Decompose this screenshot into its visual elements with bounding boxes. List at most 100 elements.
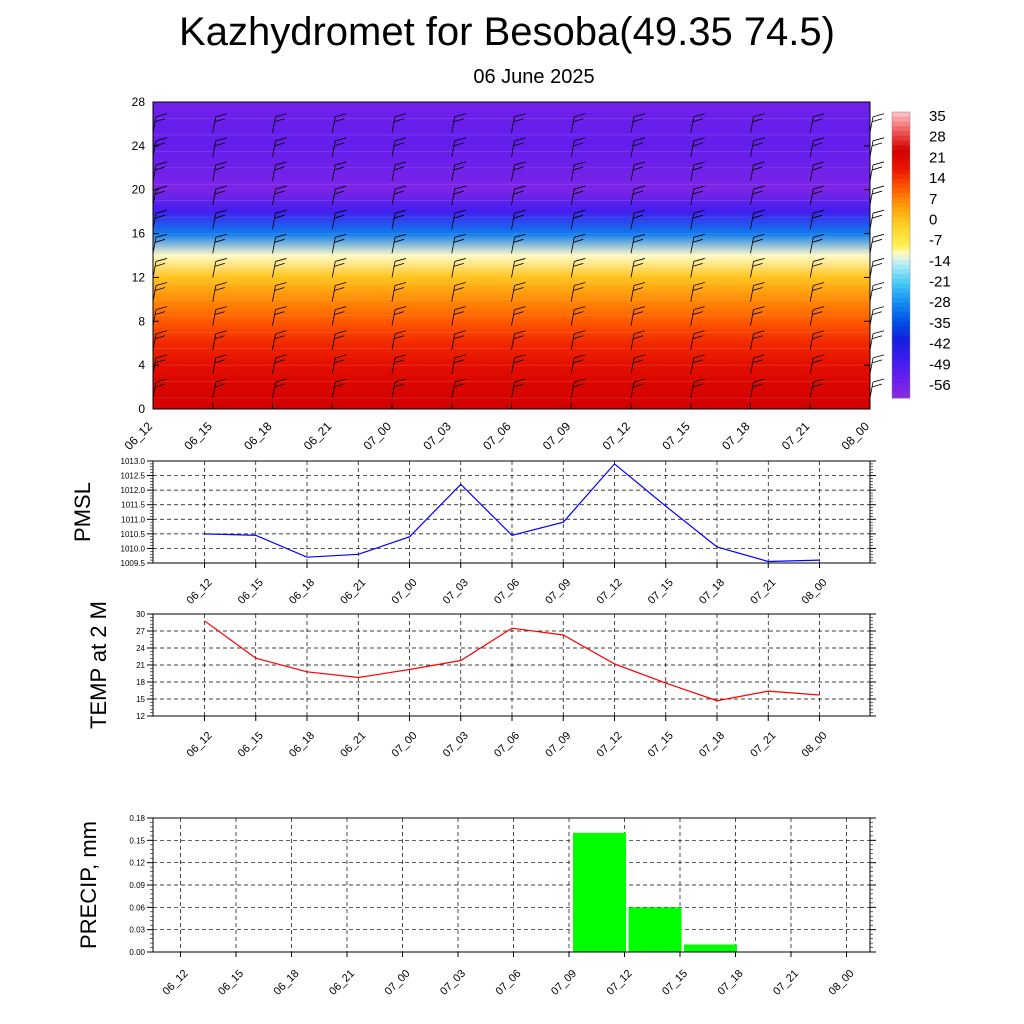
- wind-barb-shaft: [511, 381, 515, 399]
- wind-barb-feather: [454, 161, 466, 166]
- precip-bar: [684, 944, 737, 952]
- wind-barb-feather: [394, 258, 407, 262]
- colorbar-band: [892, 169, 910, 175]
- wind-barb: [750, 282, 765, 302]
- wind-barb-feather: [454, 306, 466, 311]
- wind-barb: [511, 378, 526, 399]
- x-tick-label: 07_06: [480, 419, 514, 453]
- wind-barb: [570, 161, 586, 182]
- chart-title: Kazhydromet for Besoba(49.35 74.5): [179, 10, 835, 54]
- wind-barb-shaft: [212, 188, 217, 206]
- wind-barb: [331, 137, 347, 157]
- wind-barb-feather: [393, 166, 405, 171]
- wind-barb: [630, 161, 646, 182]
- colorbar-band: [892, 374, 910, 380]
- x-tick-label: 06_18: [241, 419, 275, 453]
- x-tick-label: 07_03: [420, 419, 454, 453]
- wind-barb-feather: [872, 282, 885, 286]
- wind-barb-feather: [872, 113, 885, 118]
- wind-barb-shaft: [630, 140, 635, 157]
- y-tick-label: 1010.0: [121, 544, 146, 553]
- wind-barb-feather: [394, 113, 407, 118]
- wind-barb: [809, 233, 825, 254]
- colorbar-band: [892, 159, 910, 165]
- wind-barb-feather: [393, 190, 405, 195]
- wind-barb-feather: [574, 282, 586, 286]
- wind-barb: [391, 209, 407, 230]
- wind-barb-feather: [752, 190, 763, 195]
- wind-barb: [570, 258, 586, 278]
- wind-barb-shaft: [570, 357, 575, 374]
- wind-barb-feather: [334, 335, 345, 340]
- wind-barb-feather: [214, 263, 225, 267]
- wind-barb-feather: [215, 330, 227, 335]
- wind-barb: [630, 330, 646, 350]
- wind-barb-shaft: [809, 381, 814, 399]
- wind-barb-shaft: [212, 381, 217, 399]
- wind-barb-feather: [154, 311, 166, 316]
- wind-barb: [511, 354, 526, 374]
- colorbar-band: [892, 355, 910, 361]
- wind-barb-feather: [514, 233, 526, 238]
- wind-barb: [690, 330, 705, 350]
- wind-barb-feather: [632, 142, 644, 147]
- wind-barb-feather: [632, 238, 644, 243]
- wind-barb-feather: [752, 118, 763, 123]
- wind-barb-feather: [812, 190, 823, 195]
- wind-barb-shaft: [630, 237, 635, 254]
- colorbar-label: -7: [929, 232, 942, 249]
- wind-barb-shaft: [630, 285, 635, 302]
- wind-barb: [391, 258, 407, 278]
- x-tick-label: 07_00: [383, 968, 413, 998]
- wind-barb-feather: [871, 238, 883, 243]
- y-axis-title: TEMP at 2 M: [86, 601, 111, 729]
- wind-barb: [869, 354, 885, 374]
- x-tick-label: 07_09: [543, 577, 573, 607]
- colorbar-band: [892, 173, 910, 180]
- wind-barb: [451, 258, 466, 278]
- colorbar-band: [892, 297, 910, 304]
- x-tick-label: 07_06: [494, 968, 524, 998]
- wind-barb-feather: [573, 142, 584, 147]
- wind-barb-feather: [513, 383, 524, 388]
- wind-barb-feather: [574, 185, 586, 190]
- wind-barb-shaft: [212, 285, 217, 302]
- wind-barb-feather: [275, 161, 287, 166]
- wind-barb-feather: [692, 166, 703, 171]
- wind-barb-shaft: [809, 357, 814, 374]
- wind-barb-feather: [693, 161, 705, 166]
- colorbar-band: [892, 221, 910, 227]
- wind-barb-shaft: [451, 140, 456, 157]
- wind-barb-feather: [335, 354, 347, 359]
- wind-barb-feather: [154, 166, 166, 171]
- wind-barb-feather: [753, 306, 765, 311]
- wind-barb-shaft: [750, 213, 754, 230]
- wind-barb-shaft: [451, 237, 456, 254]
- wind-barb-feather: [155, 137, 168, 142]
- wind-barb-feather: [453, 238, 464, 243]
- wind-barb-shaft: [690, 213, 695, 230]
- colorbar-label: 0: [929, 211, 937, 228]
- colorbar-band: [892, 369, 910, 375]
- wind-barb-feather: [154, 383, 166, 388]
- wind-barb-feather: [215, 161, 227, 166]
- wind-barb-shaft: [331, 285, 336, 302]
- colorbar-band: [892, 145, 910, 151]
- colorbar-band: [892, 312, 910, 318]
- x-tick-label: 07_15: [659, 419, 693, 453]
- wind-barb-feather: [812, 383, 823, 388]
- wind-barb-feather: [872, 161, 885, 166]
- colorbar-label: 14: [929, 170, 946, 187]
- wind-barb-shaft: [809, 213, 814, 230]
- y-axis-title: PRECIP, mm: [76, 821, 101, 949]
- wind-barb-feather: [632, 287, 644, 291]
- wind-barb-feather: [394, 306, 407, 311]
- wind-barb-feather: [574, 209, 586, 214]
- colorbar-band: [892, 350, 910, 356]
- wind-barb-feather: [393, 287, 405, 291]
- wind-barb-feather: [633, 354, 646, 359]
- wind-barb-feather: [275, 306, 287, 311]
- wind-barb-feather: [334, 142, 345, 147]
- colorbar-band: [892, 126, 910, 132]
